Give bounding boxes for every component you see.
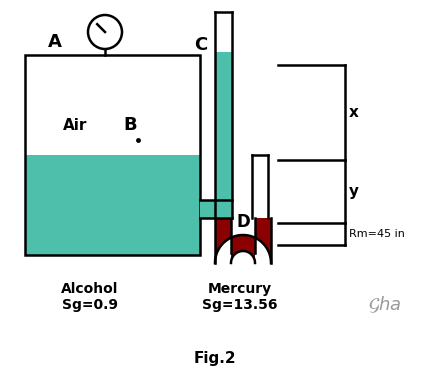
Bar (215, 52, 231, 200)
Text: B: B (123, 116, 136, 134)
Text: Air: Air (63, 118, 87, 132)
Bar (25, 55, 200, 255)
Text: $\mathcal{G}ha$: $\mathcal{G}ha$ (367, 295, 401, 315)
Text: Alcohol
Sg=0.9: Alcohol Sg=0.9 (61, 282, 118, 312)
Text: y: y (348, 184, 358, 199)
Text: C: C (194, 36, 206, 54)
Bar (25, 155, 200, 255)
Bar (200, 200, 231, 218)
Polygon shape (215, 218, 270, 263)
Text: x: x (348, 105, 358, 120)
Text: D: D (236, 213, 249, 231)
Text: Rm=45 in: Rm=45 in (348, 229, 404, 239)
Text: Mercury
Sg=13.56: Mercury Sg=13.56 (202, 282, 277, 312)
Text: Fig.2: Fig.2 (193, 350, 236, 366)
Text: A: A (48, 33, 62, 51)
